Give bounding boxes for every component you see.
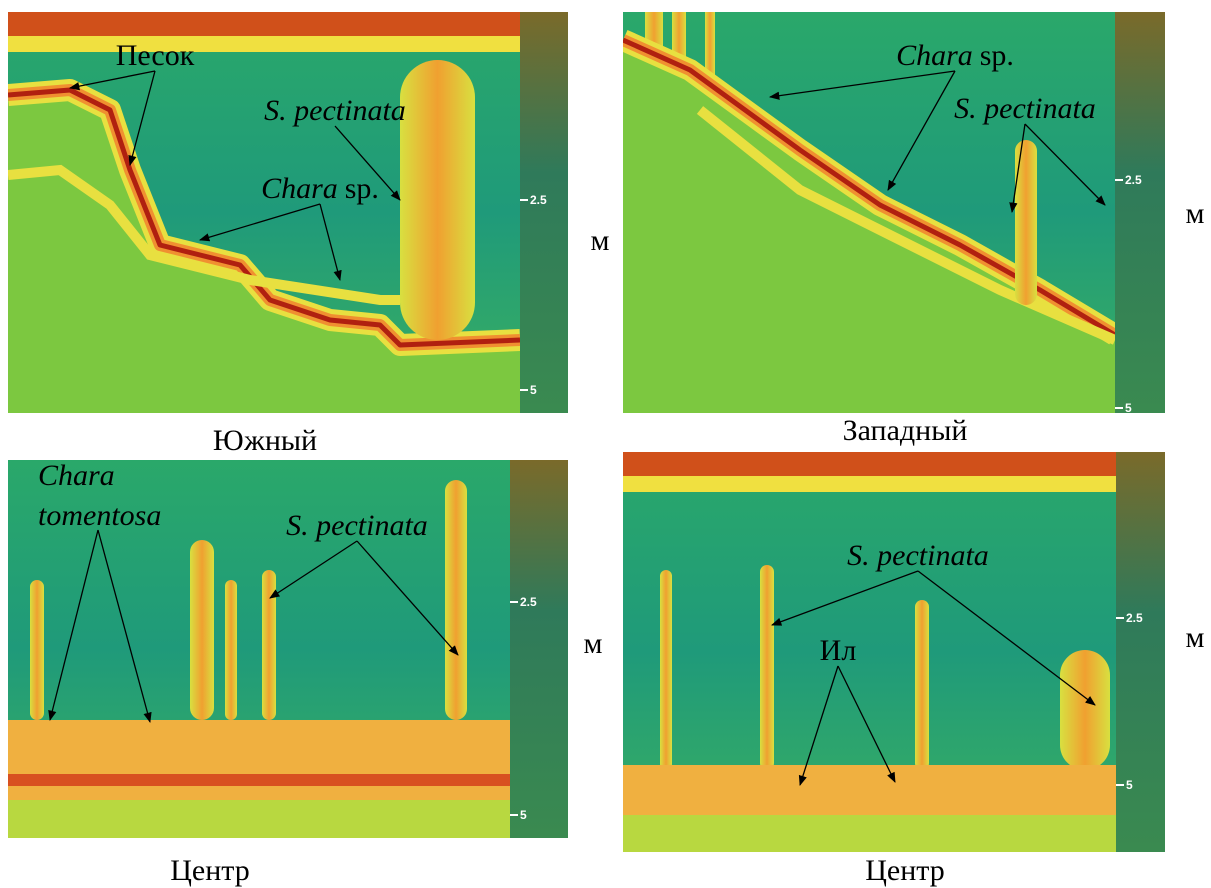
tick-label: 2.5 [1125, 173, 1142, 187]
echo-line [696, 106, 1115, 345]
annotation: Chara sp. [896, 39, 1014, 72]
annotation: S. pectinata [954, 92, 1096, 125]
vegetation [262, 570, 276, 720]
depth-sidebar [510, 460, 568, 838]
annotation: tomentosa [38, 499, 161, 532]
vegetation [660, 570, 672, 770]
species: S. pectinata [954, 92, 1096, 125]
echogram [623, 12, 1115, 413]
arrow [768, 70, 956, 100]
tick-label: 5 [530, 383, 537, 397]
arrow [48, 529, 99, 722]
tick-label: 5 [1125, 401, 1132, 415]
suffix: sp. [980, 39, 1014, 72]
tick-label: 5 [520, 808, 527, 822]
unit: м [584, 627, 603, 660]
vegetation [445, 480, 467, 720]
vegetation [915, 600, 929, 770]
arrow [334, 125, 401, 201]
suffix: sp. [345, 172, 379, 205]
arrow [128, 70, 156, 167]
annotation: Ил [820, 634, 857, 667]
unit: м [591, 224, 610, 257]
species: Chara [261, 172, 338, 205]
sediment [8, 90, 520, 413]
species: S. pectinata [264, 94, 406, 127]
annotation: Chara [38, 459, 115, 492]
arrow [319, 203, 342, 282]
label: Ил [820, 634, 857, 667]
arrow [269, 540, 358, 599]
bottom-band [8, 720, 510, 800]
arrow [1009, 123, 1026, 214]
surface [623, 452, 1116, 476]
annotation: S. pectinata [847, 539, 989, 572]
vegetation [400, 60, 475, 340]
caption: Центр [170, 854, 250, 887]
arrow [199, 203, 321, 242]
bottom-red [8, 774, 510, 786]
species: S. pectinata [286, 509, 428, 542]
arrow [798, 665, 839, 786]
annotation: Chara sp. [261, 172, 379, 205]
label: Песок [116, 39, 195, 72]
arrow [356, 540, 459, 656]
unit: м [1186, 621, 1205, 654]
echogram [8, 460, 510, 838]
echogram [623, 452, 1116, 852]
surface [8, 12, 520, 36]
vegetation [190, 540, 214, 720]
vegetation [1060, 650, 1110, 770]
vegetation [1015, 140, 1037, 305]
tick-label: 2.5 [1126, 611, 1143, 625]
depth-sidebar [1116, 452, 1165, 852]
annotation: S. pectinata [286, 509, 428, 542]
arrow [1024, 123, 1106, 206]
echogram [8, 12, 520, 413]
arrow [68, 70, 156, 91]
surface [8, 36, 520, 52]
tick-label: 2.5 [520, 595, 537, 609]
arrow [887, 70, 956, 191]
species: S. pectinata [847, 539, 989, 572]
arrow [837, 665, 896, 783]
vegetation [760, 565, 774, 770]
echo-line [8, 164, 400, 305]
caption: Западный [843, 414, 968, 447]
annotation: S. pectinata [264, 94, 406, 127]
depth-sidebar [1115, 12, 1165, 413]
vegetation [30, 580, 44, 720]
arrow [771, 570, 919, 626]
tick-label: 2.5 [530, 193, 547, 207]
species: Chara [896, 39, 973, 72]
unit: м [1186, 197, 1205, 230]
vegetation [225, 580, 237, 720]
arrow [917, 570, 1096, 706]
bottom-line [623, 37, 1115, 338]
surface [623, 476, 1116, 492]
bottom-band [623, 765, 1116, 815]
tick-label: 5 [1126, 778, 1133, 792]
bottom-line [8, 87, 520, 348]
depth-sidebar [520, 12, 568, 413]
caption: Южный [213, 424, 317, 457]
caption: Центр [865, 854, 945, 887]
arrow [97, 529, 152, 724]
annotation: Песок [116, 39, 195, 72]
